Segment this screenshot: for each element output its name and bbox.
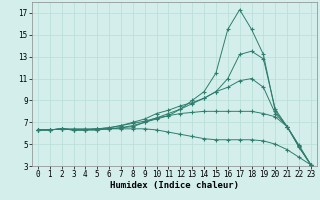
X-axis label: Humidex (Indice chaleur): Humidex (Indice chaleur) xyxy=(110,181,239,190)
